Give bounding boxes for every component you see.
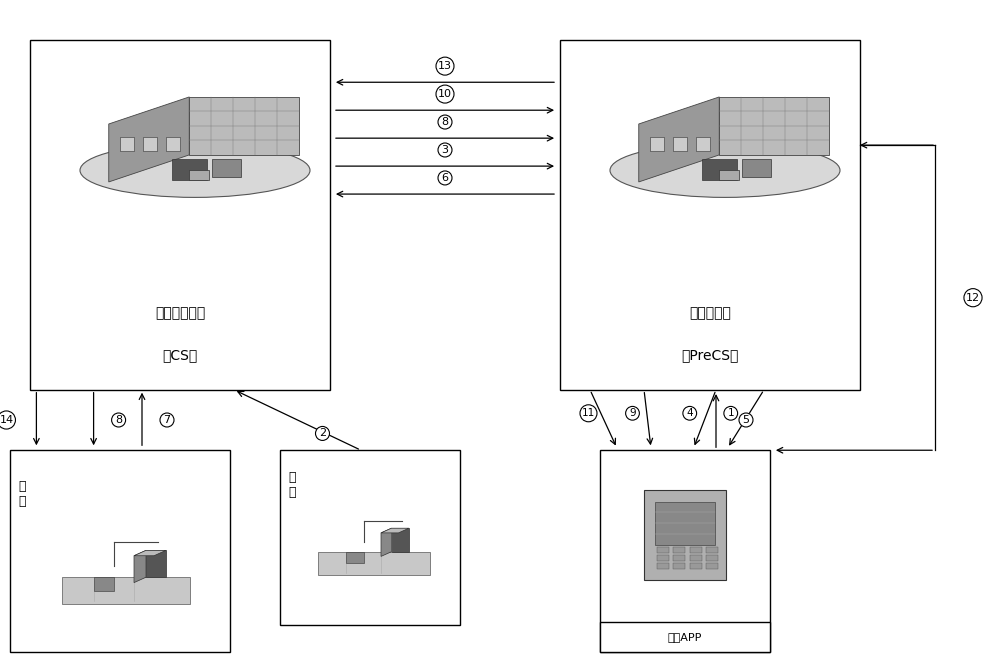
Polygon shape <box>94 577 114 591</box>
Polygon shape <box>650 137 664 151</box>
Bar <box>656 563 668 569</box>
Bar <box>656 547 668 552</box>
Polygon shape <box>673 137 687 151</box>
Text: 8: 8 <box>115 415 122 425</box>
Polygon shape <box>134 550 146 583</box>
Ellipse shape <box>80 143 310 198</box>
Polygon shape <box>134 550 166 556</box>
Text: 8: 8 <box>441 117 449 127</box>
Bar <box>30 40 330 390</box>
Bar <box>673 563 685 569</box>
Text: 1: 1 <box>727 409 734 418</box>
Text: 预收费系统: 预收费系统 <box>689 306 731 320</box>
Text: 14: 14 <box>0 415 13 425</box>
Text: 12: 12 <box>966 293 980 302</box>
Bar <box>690 563 702 569</box>
Text: 6: 6 <box>442 173 448 183</box>
Polygon shape <box>719 97 829 155</box>
Bar <box>600 622 770 652</box>
Bar <box>690 547 702 552</box>
Polygon shape <box>381 528 409 533</box>
Polygon shape <box>146 550 166 577</box>
Bar <box>690 555 702 560</box>
Polygon shape <box>172 159 207 179</box>
Polygon shape <box>143 137 157 151</box>
Polygon shape <box>212 159 241 177</box>
Text: 3: 3 <box>442 145 448 155</box>
Text: 9: 9 <box>629 409 636 418</box>
Text: 2: 2 <box>319 429 326 438</box>
Bar <box>706 547 718 552</box>
Text: 驶
出: 驶 出 <box>18 480 26 509</box>
Polygon shape <box>742 159 771 177</box>
Text: 5: 5 <box>743 415 750 425</box>
Polygon shape <box>166 137 180 151</box>
Bar <box>706 555 718 560</box>
Bar <box>560 40 860 390</box>
Polygon shape <box>318 552 430 575</box>
Bar <box>600 450 770 652</box>
Text: 现有收费系统: 现有收费系统 <box>155 306 205 320</box>
Polygon shape <box>381 528 392 556</box>
Bar <box>673 555 685 560</box>
Polygon shape <box>346 552 364 563</box>
Text: 手机APP: 手机APP <box>668 632 702 642</box>
Polygon shape <box>120 137 134 151</box>
Polygon shape <box>392 528 409 552</box>
Text: （PreCS）: （PreCS） <box>681 348 739 362</box>
Polygon shape <box>719 171 739 179</box>
Polygon shape <box>644 489 726 581</box>
Polygon shape <box>189 171 209 179</box>
Bar <box>656 555 668 560</box>
Text: 13: 13 <box>438 61 452 71</box>
Text: 7: 7 <box>163 415 171 425</box>
Polygon shape <box>639 97 719 182</box>
Polygon shape <box>702 159 736 179</box>
Polygon shape <box>655 502 715 545</box>
Bar <box>673 547 685 552</box>
Polygon shape <box>696 137 710 151</box>
Polygon shape <box>62 577 190 604</box>
Polygon shape <box>189 97 298 155</box>
Polygon shape <box>109 97 189 182</box>
Bar <box>706 563 718 569</box>
Bar <box>10 450 230 652</box>
Ellipse shape <box>610 143 840 198</box>
Bar <box>280 450 460 625</box>
Text: （CS）: （CS） <box>162 348 198 362</box>
Text: 驶
入: 驶 入 <box>288 471 296 499</box>
Text: 10: 10 <box>438 89 452 99</box>
Text: 4: 4 <box>686 409 693 418</box>
Text: 11: 11 <box>582 409 595 418</box>
